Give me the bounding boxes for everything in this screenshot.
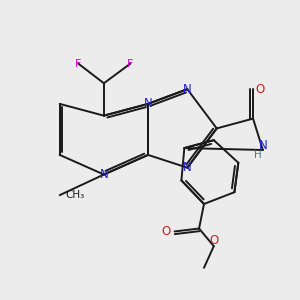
Text: F: F	[75, 58, 82, 69]
Text: F: F	[127, 58, 134, 69]
Text: CH₃: CH₃	[66, 190, 85, 200]
Text: H: H	[254, 150, 261, 160]
Text: N: N	[100, 168, 108, 181]
Text: O: O	[161, 225, 170, 238]
Text: N: N	[183, 161, 192, 174]
Text: N: N	[183, 82, 192, 96]
Text: O: O	[256, 82, 265, 96]
Text: N: N	[144, 98, 152, 110]
Text: N: N	[259, 139, 267, 152]
Text: O: O	[209, 234, 218, 247]
